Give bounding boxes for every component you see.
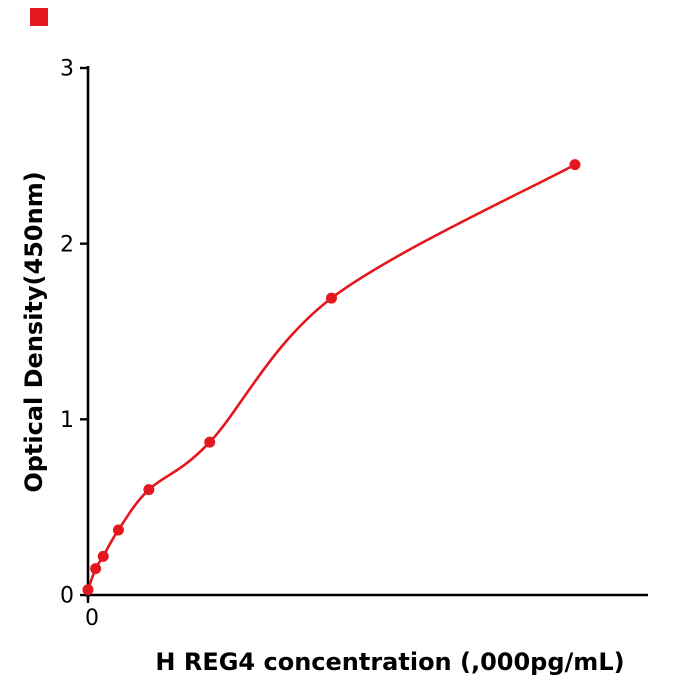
data-point [112,524,124,536]
data-points-group [82,159,581,596]
data-point [97,550,109,562]
y-tick-label: 2 [60,232,74,257]
corner-mark [30,8,48,26]
data-point [82,584,94,596]
data-point [204,436,216,448]
data-point [143,484,155,496]
y-axis-title: Optical Density(450nm) [20,171,48,492]
y-tick-label: 3 [60,57,74,82]
fit-curve-line [86,163,577,591]
data-point [569,159,581,171]
x-axis-title: H REG4 concentration (,000pg/mL) [155,648,624,676]
y-tick-label: 0 [60,584,74,609]
data-point [90,563,102,575]
x-tick-label: 0 [85,606,99,631]
y-tick-label: 1 [60,408,74,433]
chart-axes: 0 1 2 3 0 [60,57,648,631]
data-point [325,292,337,304]
